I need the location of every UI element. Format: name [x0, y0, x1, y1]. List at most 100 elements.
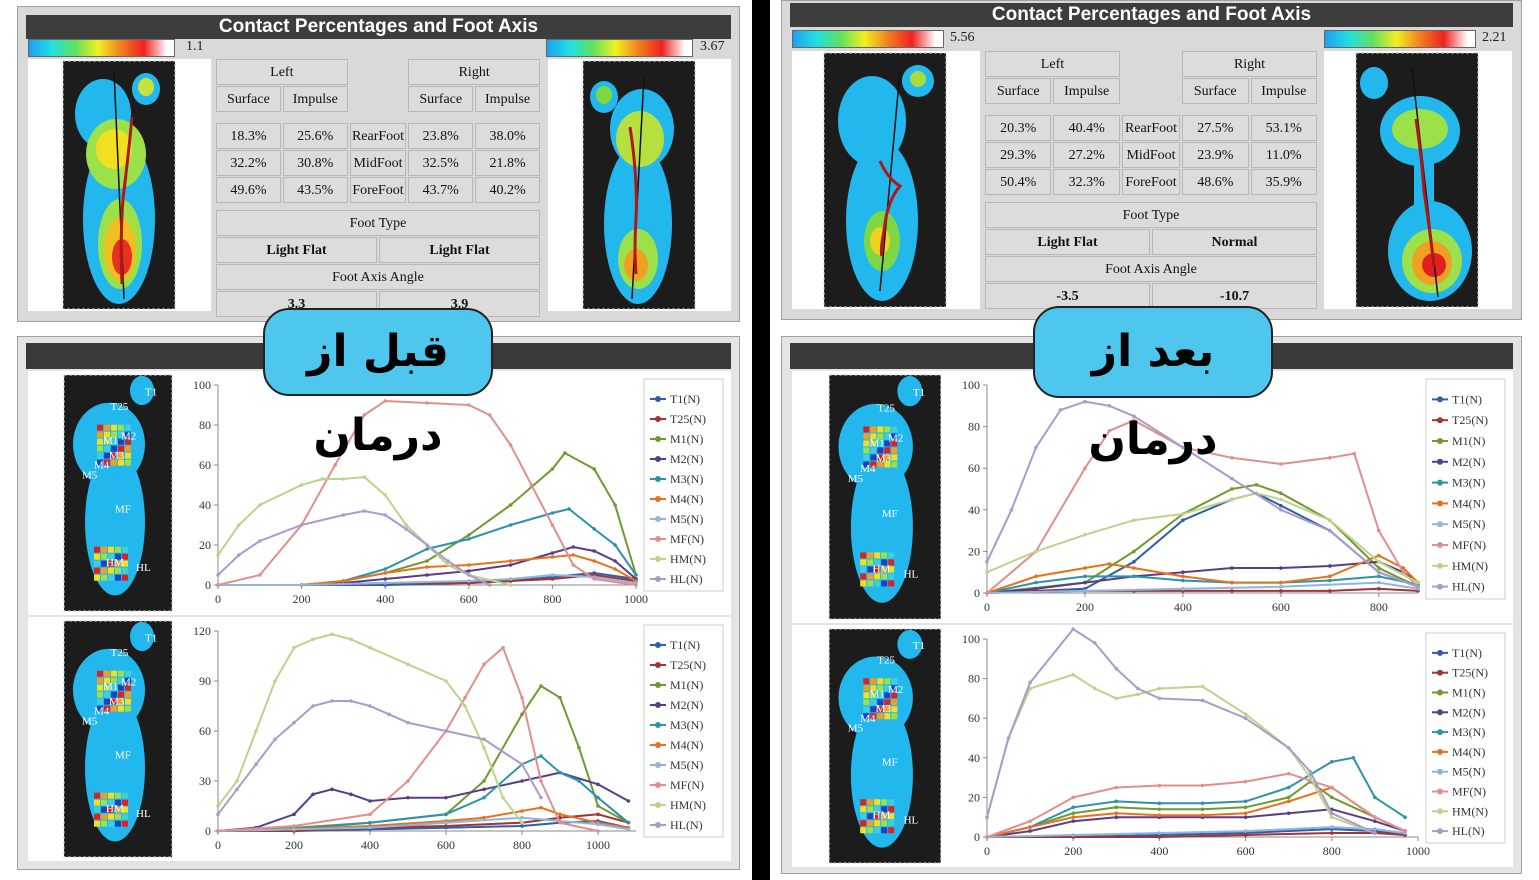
data-point: [1034, 580, 1038, 585]
data-point: [1373, 831, 1377, 835]
data-point: [446, 559, 450, 563]
force-chart-top-svg: 0 20 40 60 80 100 0 200 400 600 800 T1(N) T25(N) M1(N…: [962, 378, 1506, 614]
sensor-cell: [884, 692, 891, 699]
sensor-cell: [870, 454, 877, 461]
contact-percentages-box: Contact Percentages and Foot Axis 5.56 2…: [781, 0, 1522, 320]
data-point: [1114, 696, 1119, 701]
legend-marker: [655, 556, 661, 562]
contact-table: Left Right Surface Impulse Surface Impulse 20.…: [985, 51, 1319, 311]
data-point: [1034, 549, 1038, 554]
series-line: [986, 492, 1419, 584]
sensor-cell: [125, 459, 131, 466]
sensor-cell: [125, 438, 131, 445]
legend-marker: [655, 722, 661, 728]
data-point: [1028, 829, 1032, 833]
sensor-cell: [111, 684, 117, 691]
right-impulse-value: 53.1%: [1250, 115, 1317, 141]
sensor-cell: [97, 705, 103, 712]
right-impulse-value: 38.0%: [475, 123, 540, 149]
data-point: [1181, 518, 1185, 522]
data-point: [292, 645, 296, 650]
data-point: [1243, 716, 1248, 720]
legend-marker: [655, 436, 661, 442]
x-tick-label: 400: [361, 838, 379, 852]
data-point: [1286, 811, 1291, 816]
data-point: [1071, 811, 1075, 816]
sensor-cell: [867, 806, 874, 813]
data-point: [1071, 805, 1075, 810]
region-label: RearFoot: [1121, 115, 1181, 141]
data-point: [1181, 587, 1185, 591]
data-point: [1286, 746, 1291, 750]
force-chart-bottom-svg: 0 30 60 90 120 0 200 400 600 800 1000 T1(N) T25(N) M1…: [193, 624, 724, 852]
sensor-label: HM: [873, 564, 891, 576]
sensor-cell: [101, 792, 107, 799]
series-line: [986, 581, 1419, 594]
sensor-cell: [884, 426, 891, 433]
data-point: [406, 720, 410, 725]
legend-entry: M3(N): [1452, 476, 1485, 490]
force-chart-top: 0 20 40 60 80 100 0 200 400 600 800 T1(N) T25(N) M1(N…: [947, 371, 1513, 623]
data-point: [362, 509, 367, 513]
data-point: [444, 795, 448, 800]
sensor-cell: [884, 433, 891, 440]
sensor-cell: [111, 459, 117, 466]
color-scale-left: [792, 30, 944, 48]
data-point: [311, 637, 315, 642]
legend-marker: [655, 802, 661, 808]
sensor-cell: [118, 705, 124, 712]
y-tick-label: 0: [974, 830, 980, 844]
legend-entry: M4(N): [670, 492, 703, 506]
legend-marker: [1437, 828, 1443, 835]
legend-marker: [655, 416, 661, 422]
legend-marker: [655, 742, 661, 748]
data-point: [1330, 785, 1334, 790]
y-tick-label: 100: [962, 378, 980, 392]
data-point: [444, 679, 448, 683]
sensor-cell: [118, 684, 124, 691]
sensor-cell: [877, 461, 884, 468]
sensor-label: T25: [877, 402, 895, 414]
treatment-badge: بعد از درمان: [1033, 306, 1273, 465]
series-line: [217, 509, 491, 586]
sensor-cell: [891, 706, 898, 713]
sensor-cell: [101, 806, 107, 813]
data-point: [508, 559, 513, 563]
series-line: [218, 813, 629, 832]
right-impulse-value: 35.9%: [1250, 169, 1317, 195]
right-surface-value: 27.5%: [1182, 115, 1249, 141]
sensor-label: M5: [848, 722, 864, 734]
data-point: [216, 573, 220, 577]
data-point: [1132, 418, 1136, 423]
data-point: [1028, 819, 1032, 823]
legend-box: [643, 624, 724, 838]
legend-marker: [1437, 748, 1443, 755]
data-point: [467, 573, 471, 577]
sensor-cell: [881, 566, 888, 573]
data-point: [349, 792, 353, 797]
legend-marker: [655, 822, 661, 828]
scale-left-value: 5.56: [950, 30, 975, 45]
data-point: [1009, 508, 1014, 512]
legend-entry: M2(N): [1452, 705, 1485, 719]
sensor-cell: [97, 452, 103, 459]
panel-divider: [752, 0, 770, 880]
legend-entry: MF(N): [1452, 538, 1486, 552]
x-tick-label: 600: [1237, 844, 1255, 858]
left-impulse-value: 43.5%: [282, 177, 348, 203]
data-point: [1377, 570, 1381, 574]
x-tick-label: 600: [460, 592, 478, 606]
sensor-cell: [104, 438, 110, 445]
data-point: [292, 827, 296, 832]
data-point: [550, 555, 555, 559]
sensor-cell: [867, 799, 874, 806]
x-tick-label: 800: [513, 838, 531, 852]
sensor-cell: [97, 684, 103, 691]
y-tick-label: 80: [199, 418, 211, 432]
sensor-cell: [118, 424, 124, 431]
force-chart-bottom: 0 30 60 90 120 0 200 400 600 800 1000 T1(N) T25(N) M1…: [178, 617, 731, 861]
legend-entry: M4(N): [1452, 745, 1485, 759]
data-point: [482, 662, 486, 667]
sensor-label: M2: [121, 430, 136, 442]
data-point: [1330, 811, 1334, 816]
